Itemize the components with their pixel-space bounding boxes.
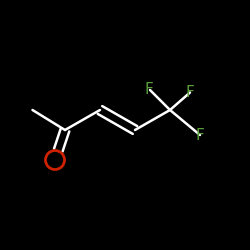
Text: F: F	[196, 128, 204, 142]
Text: F: F	[186, 85, 194, 100]
Text: F: F	[144, 82, 153, 98]
